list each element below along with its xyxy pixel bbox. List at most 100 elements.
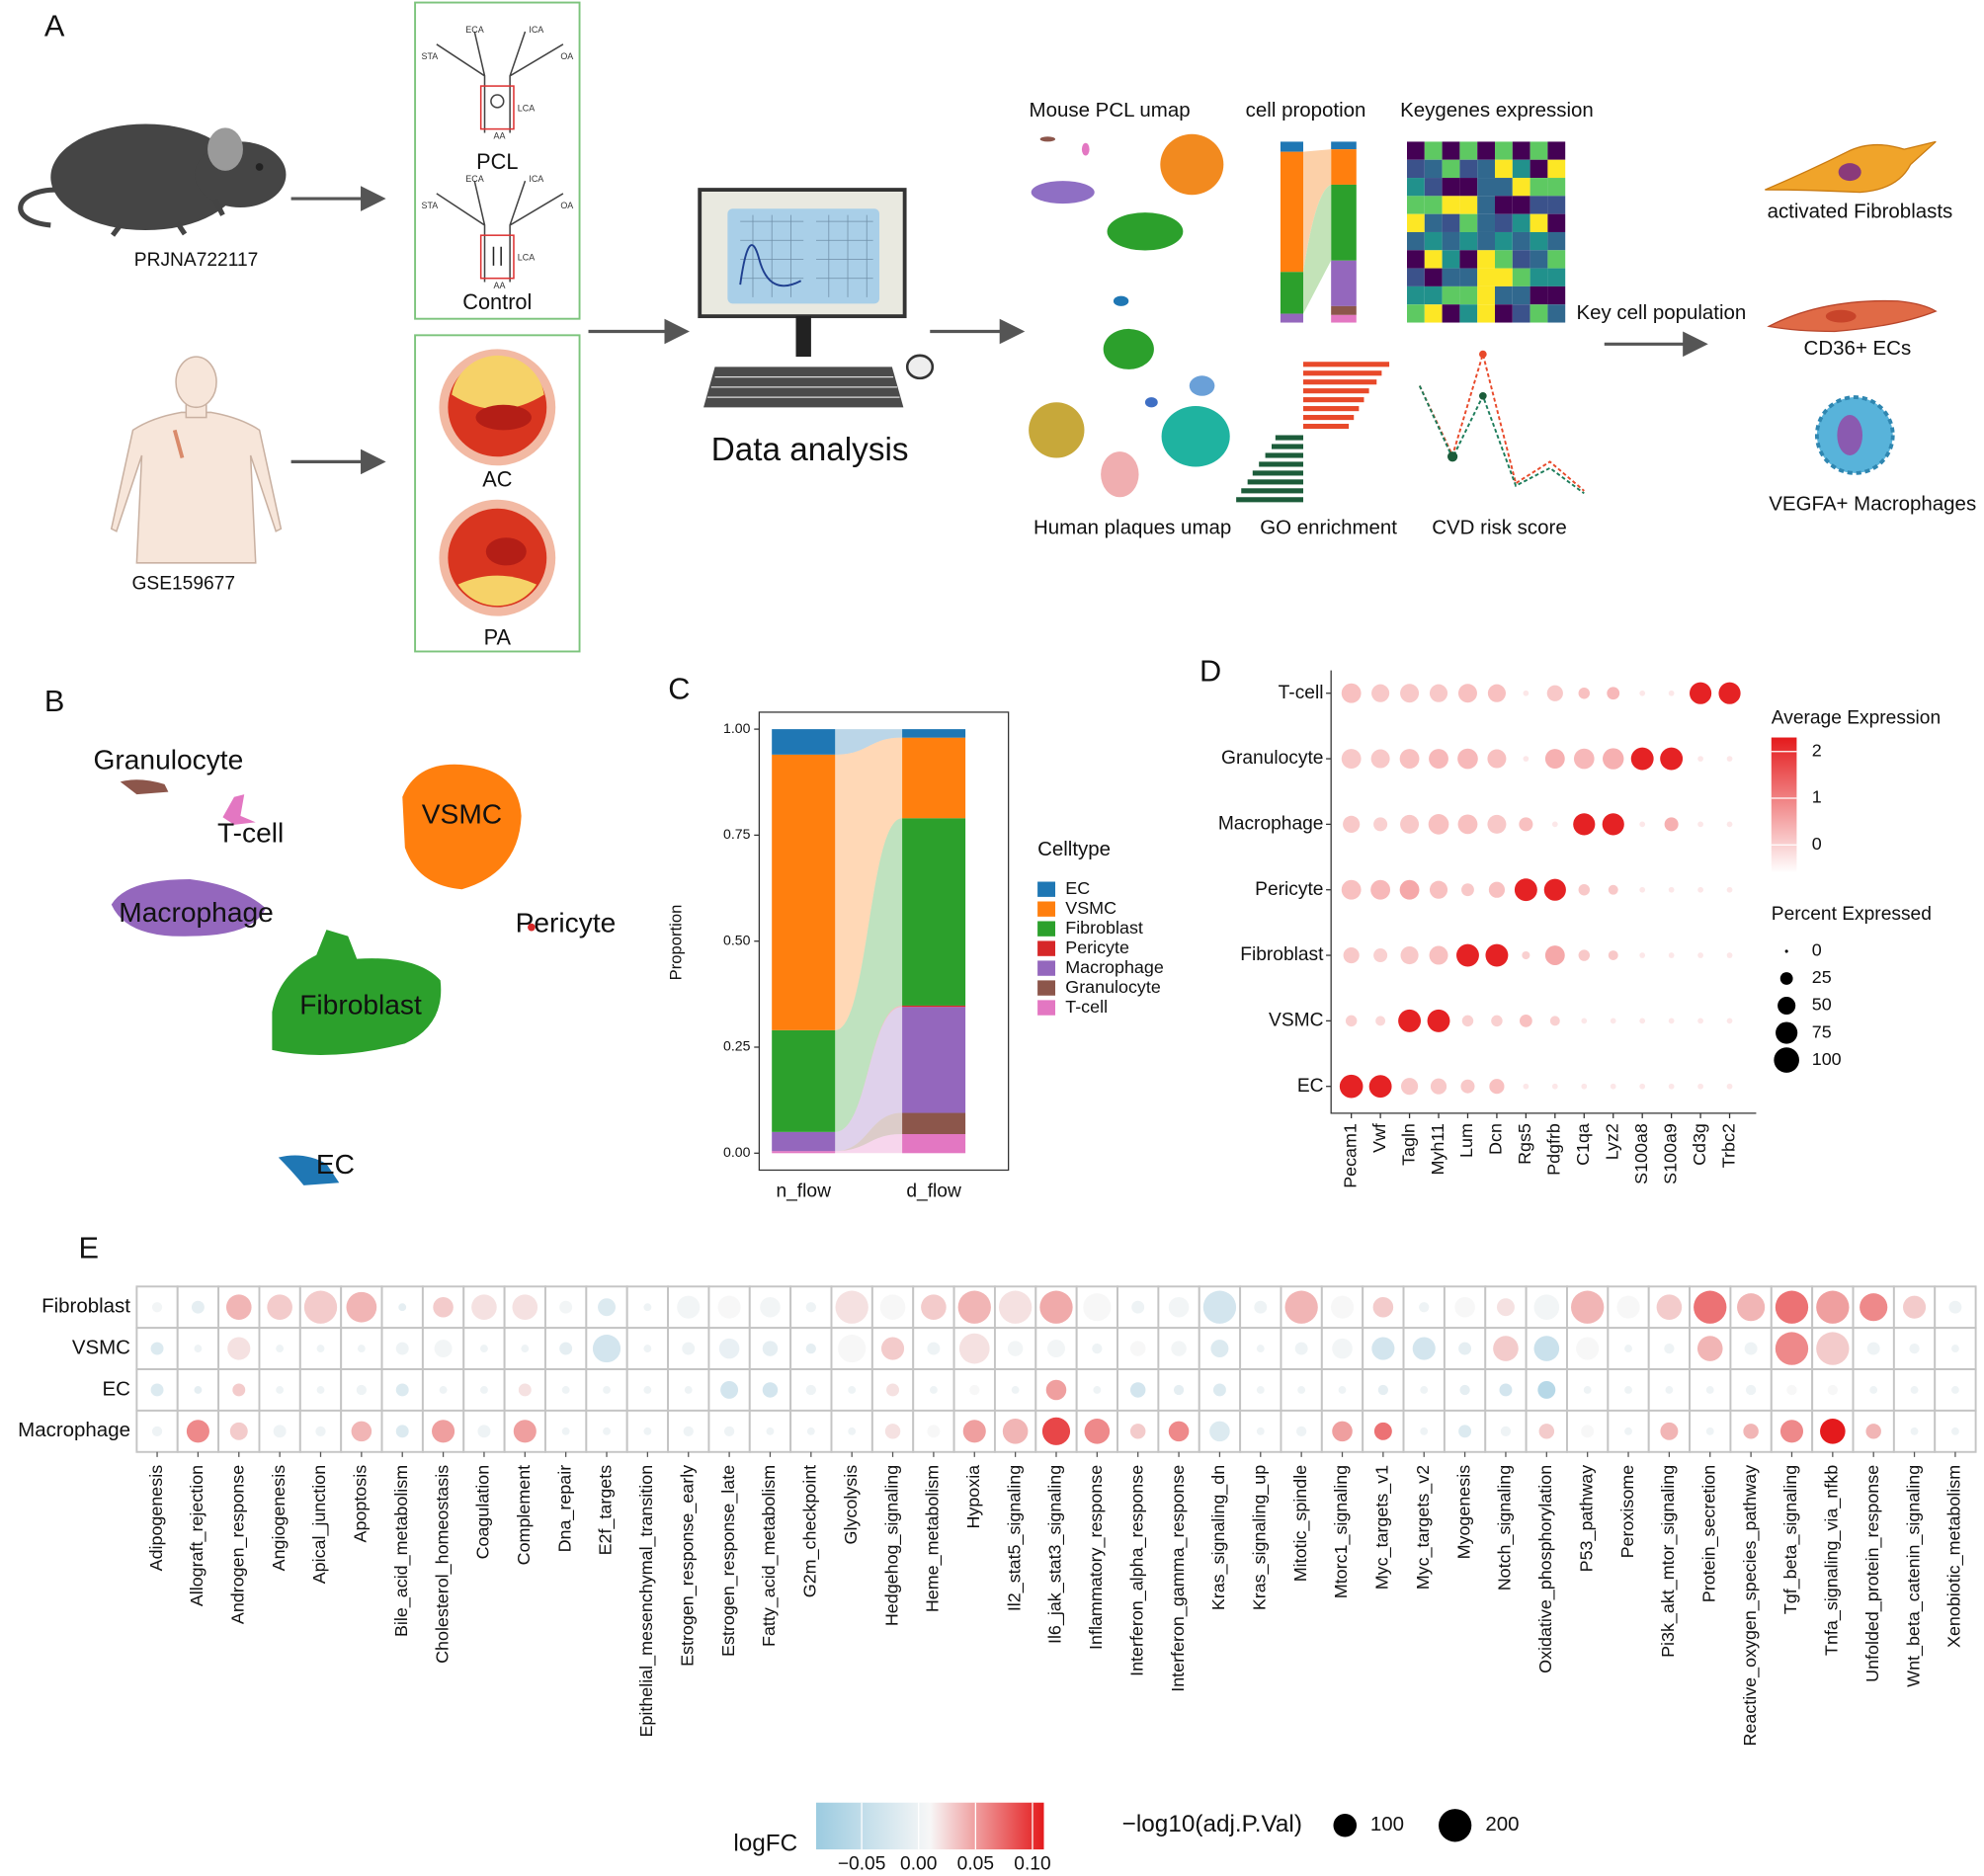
- heat-cell: [1459, 231, 1478, 251]
- colorbar-label: 1: [1812, 787, 1822, 807]
- x-tick-label: Rgs5: [1515, 1123, 1534, 1165]
- heat-cell: [1477, 159, 1496, 179]
- heat-cell: [1442, 159, 1460, 179]
- x-tick-label: Tgf_beta_signaling: [1780, 1465, 1801, 1614]
- dot: [513, 1420, 537, 1443]
- dot: [1487, 749, 1507, 769]
- dot: [1399, 879, 1420, 900]
- dot: [1909, 1343, 1920, 1354]
- grid-cell: [585, 1368, 628, 1412]
- umap: [111, 764, 536, 1185]
- x-tick-label: Interferon_gamma_response: [1168, 1465, 1189, 1692]
- x-tick-label: Apical_junction: [309, 1465, 330, 1584]
- dot: [1660, 1422, 1679, 1440]
- x-tick-label: Il6_jak_stat3_signaling: [1045, 1465, 1066, 1644]
- dot: [1910, 1386, 1919, 1394]
- dot: [1500, 1426, 1512, 1436]
- dot: [1951, 1386, 1959, 1394]
- dot: [1399, 749, 1420, 769]
- dot: [1168, 1296, 1190, 1318]
- dot: [1400, 684, 1420, 703]
- dot: [357, 1345, 366, 1352]
- size-key: [1333, 1813, 1358, 1837]
- x-tick-label: Estrogen_response_early: [677, 1465, 698, 1667]
- heat-cell: [1529, 285, 1548, 305]
- dot: [806, 1427, 815, 1435]
- dot: [1726, 756, 1733, 762]
- dot: [229, 1422, 248, 1440]
- dot: [1697, 1018, 1703, 1024]
- dot: [395, 1342, 409, 1355]
- heat-cell: [1477, 178, 1496, 197]
- bar-segment: [902, 1133, 966, 1154]
- dot: [1373, 948, 1388, 963]
- legend-swatch: [1037, 1000, 1056, 1016]
- dot: [1332, 1421, 1353, 1442]
- legend-label: EC: [1065, 878, 1090, 898]
- dot: [1429, 749, 1448, 769]
- dot: [1429, 880, 1448, 899]
- heat-cell: [1495, 231, 1513, 251]
- heat-cell: [1442, 231, 1460, 251]
- x-tick-label: Kras_signaling_dn: [1208, 1465, 1229, 1610]
- x-tick-label: Trbc2: [1718, 1123, 1738, 1168]
- dot: [559, 1300, 573, 1314]
- dot: [1171, 1341, 1187, 1356]
- dot: [1047, 1340, 1065, 1358]
- dot: [1458, 1425, 1472, 1438]
- dot: [1660, 747, 1684, 771]
- dot: [1624, 1427, 1632, 1435]
- output-label: Human plaques umap: [1033, 517, 1231, 539]
- dot: [805, 1384, 816, 1396]
- dot: [1457, 814, 1478, 835]
- dot: [1332, 1338, 1353, 1359]
- dot: [1254, 1300, 1268, 1314]
- dot: [957, 1290, 991, 1324]
- vessel-diagram: [436, 31, 564, 283]
- dot: [1551, 1083, 1558, 1090]
- dot: [684, 1386, 693, 1394]
- heat-cell: [1459, 285, 1478, 305]
- heat-cell: [1459, 178, 1478, 197]
- dot: [186, 1420, 209, 1443]
- panel-label: B: [44, 684, 65, 718]
- flow: [835, 1133, 903, 1154]
- grid-cell: [544, 1409, 588, 1453]
- legend-swatch: [1037, 901, 1056, 917]
- dot: [1371, 684, 1390, 702]
- legend-swatch: [1037, 940, 1056, 956]
- dot: [1549, 1016, 1560, 1026]
- dot: [1827, 1384, 1838, 1396]
- dot: [682, 1342, 696, 1355]
- x-tick-label: Protein_secretion: [1698, 1465, 1719, 1602]
- dot: [1377, 1384, 1389, 1396]
- analysis-label: Data analysis: [711, 432, 909, 468]
- size-key: [1776, 1021, 1798, 1044]
- grid-cell: [1362, 1409, 1405, 1453]
- heat-cell: [1547, 268, 1566, 286]
- dot: [1045, 1379, 1067, 1401]
- dot: [316, 1345, 325, 1352]
- x-tick-label: C1qa: [1573, 1123, 1593, 1166]
- dot: [1373, 817, 1388, 832]
- y-tick-label: Macrophage: [1218, 813, 1324, 834]
- heat-cell: [1495, 159, 1513, 179]
- heat-cell: [1495, 213, 1513, 232]
- dot: [848, 1386, 857, 1394]
- output-label: GO enrichment: [1260, 517, 1397, 539]
- dot: [559, 1342, 573, 1355]
- legend-title: Celltype: [1037, 838, 1111, 860]
- x-tick-label: Notch_signaling: [1495, 1465, 1516, 1591]
- heat-cell: [1407, 250, 1425, 269]
- heat-cell: [1477, 213, 1496, 232]
- dot: [969, 1384, 980, 1396]
- heat-cell: [1547, 304, 1566, 323]
- dot: [477, 1425, 491, 1438]
- dot: [225, 1294, 252, 1321]
- dot: [929, 1386, 938, 1394]
- heat-cell: [1512, 285, 1530, 305]
- x-tick-label: Interferon_alpha_response: [1126, 1465, 1147, 1676]
- dot: [395, 1425, 409, 1438]
- dot: [1816, 1290, 1850, 1324]
- bar-segment: [902, 729, 966, 738]
